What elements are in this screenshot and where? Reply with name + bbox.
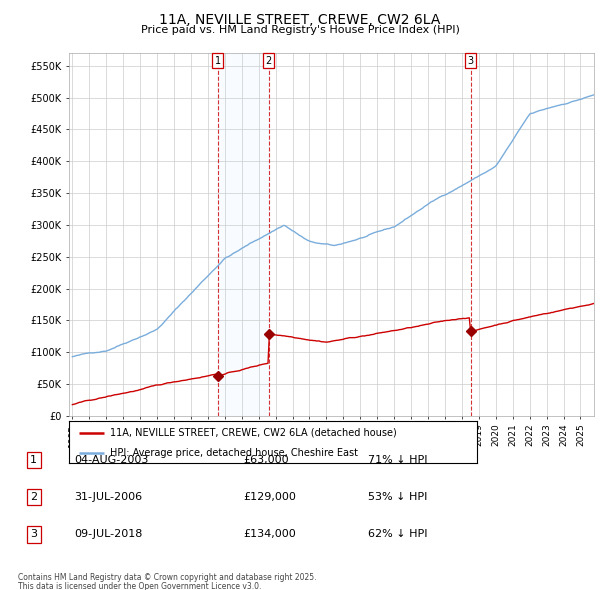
Text: 11A, NEVILLE STREET, CREWE, CW2 6LA (detached house): 11A, NEVILLE STREET, CREWE, CW2 6LA (det… [110,428,397,438]
Bar [218,53,269,416]
Text: 2: 2 [30,492,37,502]
Text: 3: 3 [467,55,474,65]
Text: 1: 1 [30,455,37,465]
Text: 09-JUL-2018: 09-JUL-2018 [74,529,143,539]
Text: Contains HM Land Registry data © Crown copyright and database right 2025.: Contains HM Land Registry data © Crown c… [18,573,317,582]
Text: Price paid vs. HM Land Registry's House Price Index (HPI): Price paid vs. HM Land Registry's House … [140,25,460,35]
Text: 1: 1 [215,55,221,65]
Text: 2: 2 [265,55,272,65]
Text: 11A, NEVILLE STREET, CREWE, CW2 6LA: 11A, NEVILLE STREET, CREWE, CW2 6LA [160,13,440,27]
Text: 31-JUL-2006: 31-JUL-2006 [74,492,143,502]
Text: 62% ↓ HPI: 62% ↓ HPI [368,529,427,539]
Text: £134,000: £134,000 [244,529,296,539]
Text: £129,000: £129,000 [244,492,296,502]
Text: HPI: Average price, detached house, Cheshire East: HPI: Average price, detached house, Ches… [110,448,358,457]
Text: 53% ↓ HPI: 53% ↓ HPI [368,492,427,502]
Text: 3: 3 [30,529,37,539]
Text: £63,000: £63,000 [244,455,289,465]
Text: 71% ↓ HPI: 71% ↓ HPI [368,455,427,465]
Text: This data is licensed under the Open Government Licence v3.0.: This data is licensed under the Open Gov… [18,582,262,590]
Text: 04-AUG-2003: 04-AUG-2003 [74,455,149,465]
